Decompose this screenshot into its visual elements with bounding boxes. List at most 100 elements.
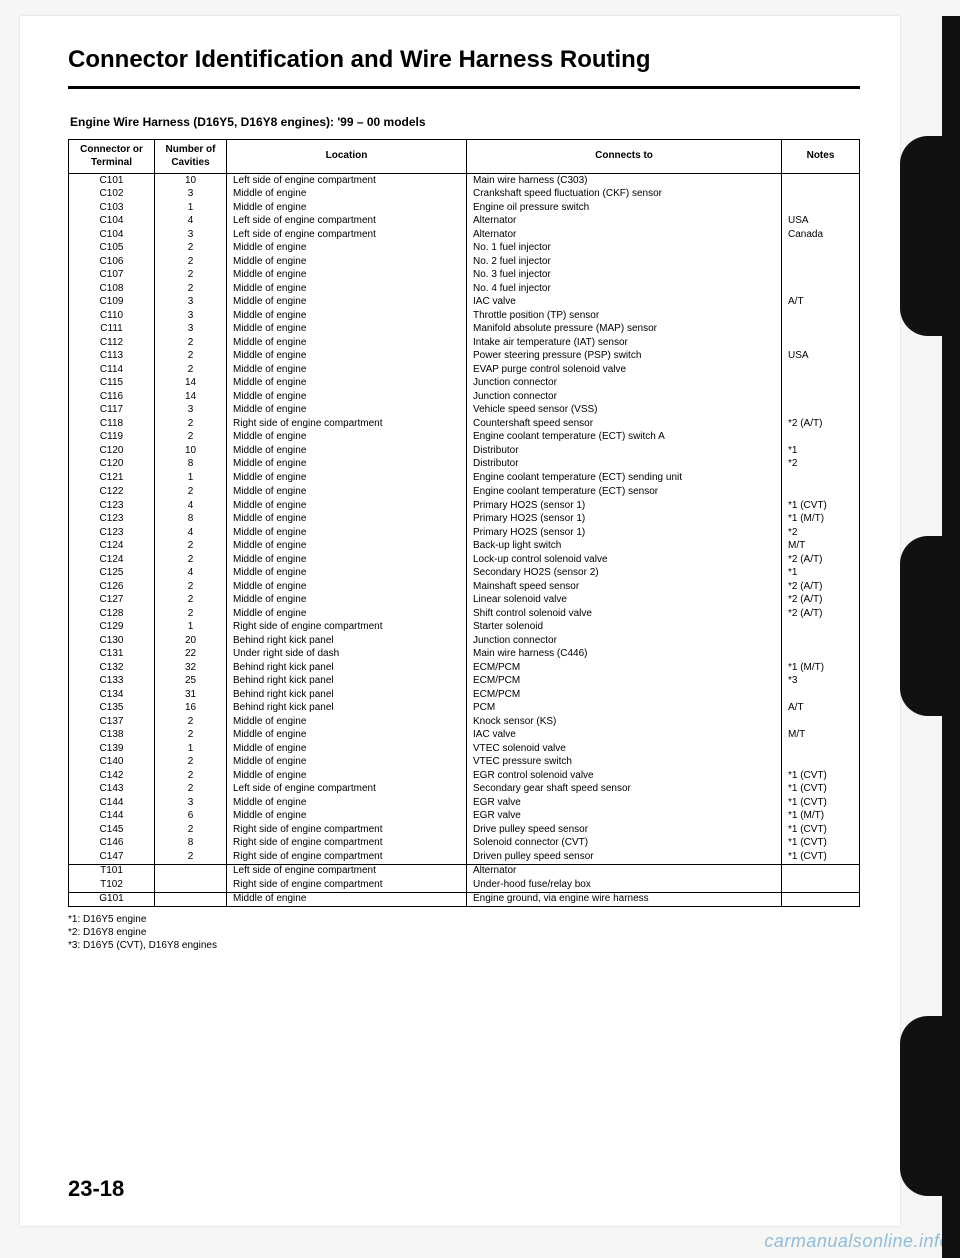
- table-cell: [782, 363, 860, 377]
- table-cell: 16: [155, 702, 227, 716]
- table-cell: 1: [155, 471, 227, 485]
- table-cell: Middle of engine: [227, 323, 467, 337]
- table-cell: Engine coolant temperature (ECT) sending…: [467, 471, 782, 485]
- table-cell: C101: [69, 174, 155, 188]
- table-cell: C103: [69, 201, 155, 215]
- table-row: C1211Middle of engineEngine coolant temp…: [69, 471, 860, 485]
- table-cell: Middle of engine: [227, 486, 467, 500]
- table-row: C13020Behind right kick panelJunction co…: [69, 634, 860, 648]
- table-cell: C134: [69, 688, 155, 702]
- table-row: C1468Right side of engine compartmentSol…: [69, 837, 860, 851]
- table-cell: ECM/PCM: [467, 688, 782, 702]
- table-row: C1382Middle of engineIAC valveM/T: [69, 729, 860, 743]
- table-cell: C105: [69, 242, 155, 256]
- table-cell: Linear solenoid valve: [467, 594, 782, 608]
- table-cell: Middle of engine: [227, 188, 467, 202]
- table-cell: 3: [155, 796, 227, 810]
- table-cell: Junction connector: [467, 377, 782, 391]
- table-cell: Middle of engine: [227, 350, 467, 364]
- table-cell: 1: [155, 201, 227, 215]
- table-cell: Middle of engine: [227, 715, 467, 729]
- footnote: *2: D16Y8 engine: [68, 926, 860, 939]
- table-cell: 6: [155, 810, 227, 824]
- table-cell: 2: [155, 850, 227, 864]
- table-cell: [782, 255, 860, 269]
- table-cell: Mainshaft speed sensor: [467, 580, 782, 594]
- table-row: C1043Left side of engine compartmentAlte…: [69, 228, 860, 242]
- table-cell: C122: [69, 486, 155, 500]
- table-cell: [782, 282, 860, 296]
- table-cell: C104: [69, 215, 155, 229]
- table-cell: Primary HO2S (sensor 1): [467, 513, 782, 527]
- table-cell: Back-up light switch: [467, 540, 782, 554]
- table-cell: EVAP purge control solenoid valve: [467, 363, 782, 377]
- table-cell: [782, 309, 860, 323]
- table-cell: Engine oil pressure switch: [467, 201, 782, 215]
- table-cell: Left side of engine compartment: [227, 174, 467, 188]
- table-cell: Left side of engine compartment: [227, 783, 467, 797]
- table-cell: 4: [155, 215, 227, 229]
- table-row: C1044Left side of engine compartmentAlte…: [69, 215, 860, 229]
- table-cell: Left side of engine compartment: [227, 215, 467, 229]
- table-cell: Middle of engine: [227, 742, 467, 756]
- table-cell: 2: [155, 756, 227, 770]
- table-cell: Middle of engine: [227, 255, 467, 269]
- table-cell: 2: [155, 242, 227, 256]
- table-cell: 2: [155, 540, 227, 554]
- table-cell: C143: [69, 783, 155, 797]
- table-cell: Middle of engine: [227, 580, 467, 594]
- table-cell: C113: [69, 350, 155, 364]
- table-cell: 3: [155, 309, 227, 323]
- table-cell: [782, 634, 860, 648]
- table-cell: C127: [69, 594, 155, 608]
- table-cell: No. 2 fuel injector: [467, 255, 782, 269]
- table-cell: C119: [69, 431, 155, 445]
- table-cell: 1: [155, 742, 227, 756]
- table-cell: Manifold absolute pressure (MAP) sensor: [467, 323, 782, 337]
- table-cell: C104: [69, 228, 155, 242]
- table-cell: G101: [69, 892, 155, 907]
- table-cell: 31: [155, 688, 227, 702]
- table-cell: VTEC pressure switch: [467, 756, 782, 770]
- table-cell: USA: [782, 350, 860, 364]
- table-row: C13325Behind right kick panelECM/PCM*3: [69, 675, 860, 689]
- table-row: C1031Middle of engineEngine oil pressure…: [69, 201, 860, 215]
- table-cell: Throttle position (TP) sensor: [467, 309, 782, 323]
- table-cell: 2: [155, 336, 227, 350]
- table-row: C1192Middle of engineEngine coolant temp…: [69, 431, 860, 445]
- table-cell: [155, 878, 227, 892]
- table-cell: C144: [69, 810, 155, 824]
- table-cell: Behind right kick panel: [227, 702, 467, 716]
- section-subhead: Engine Wire Harness (D16Y5, D16Y8 engine…: [70, 115, 860, 129]
- table-cell: Middle of engine: [227, 756, 467, 770]
- table-row: C13232Behind right kick panelECM/PCM*1 (…: [69, 661, 860, 675]
- table-cell: EGR valve: [467, 796, 782, 810]
- table-cell: *2 (A/T): [782, 607, 860, 621]
- table-cell: C117: [69, 404, 155, 418]
- table-cell: A/T: [782, 702, 860, 716]
- table-cell: USA: [782, 215, 860, 229]
- table-cell: 20: [155, 634, 227, 648]
- table-cell: C147: [69, 850, 155, 864]
- table-cell: Middle of engine: [227, 607, 467, 621]
- table-cell: Junction connector: [467, 390, 782, 404]
- table-row: C12010Middle of engineDistributor*1: [69, 444, 860, 458]
- table-cell: Right side of engine compartment: [227, 850, 467, 864]
- th-cavities: Number of Cavities: [155, 140, 227, 174]
- th-notes: Notes: [782, 140, 860, 174]
- table-cell: Left side of engine compartment: [227, 864, 467, 878]
- table-cell: Under-hood fuse/relay box: [467, 878, 782, 892]
- table-cell: Starter solenoid: [467, 621, 782, 635]
- table-cell: 2: [155, 255, 227, 269]
- table-cell: 2: [155, 594, 227, 608]
- table-cell: IAC valve: [467, 296, 782, 310]
- table-row: C1234Middle of enginePrimary HO2S (senso…: [69, 499, 860, 513]
- table-cell: Behind right kick panel: [227, 661, 467, 675]
- table-cell: C125: [69, 567, 155, 581]
- table-row: C1446Middle of engineEGR valve*1 (M/T): [69, 810, 860, 824]
- table-cell: Middle of engine: [227, 471, 467, 485]
- table-cell: *2: [782, 458, 860, 472]
- table-cell: 2: [155, 363, 227, 377]
- table-cell: Behind right kick panel: [227, 675, 467, 689]
- table-cell: [782, 715, 860, 729]
